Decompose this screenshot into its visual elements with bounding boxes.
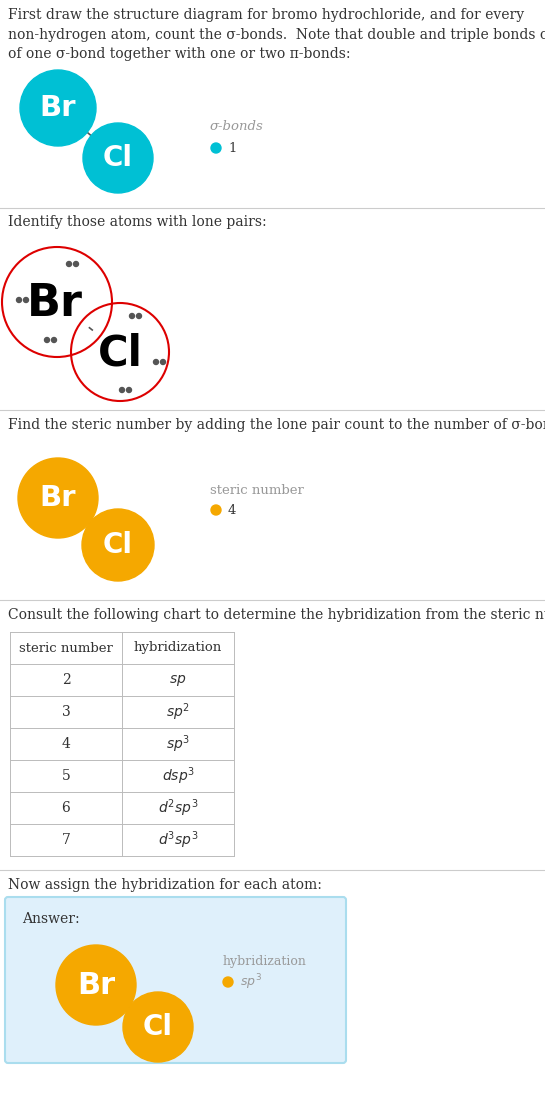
- Circle shape: [45, 337, 50, 343]
- Text: $\it{d}^{2}\it{sp}^{3}$: $\it{d}^{2}\it{sp}^{3}$: [158, 797, 198, 819]
- Text: Br: Br: [40, 94, 76, 122]
- Text: Cl: Cl: [103, 531, 133, 559]
- Circle shape: [83, 123, 153, 193]
- Text: 2: 2: [62, 673, 70, 687]
- Circle shape: [119, 388, 124, 392]
- Circle shape: [123, 992, 193, 1062]
- Circle shape: [16, 298, 21, 303]
- Text: $\it{sp}^{3}$: $\it{sp}^{3}$: [240, 972, 262, 992]
- Circle shape: [82, 509, 154, 581]
- Text: Consult the following chart to determine the hybridization from the steric numbe: Consult the following chart to determine…: [8, 608, 545, 622]
- Text: σ-bonds: σ-bonds: [210, 120, 264, 133]
- Text: 3: 3: [62, 705, 70, 719]
- FancyBboxPatch shape: [5, 897, 346, 1063]
- Text: $\it{dsp}^{3}$: $\it{dsp}^{3}$: [161, 765, 195, 787]
- Text: Br: Br: [27, 282, 83, 325]
- Text: Br: Br: [77, 971, 115, 1000]
- Text: 1: 1: [228, 141, 237, 154]
- Circle shape: [23, 298, 28, 303]
- Text: Cl: Cl: [98, 333, 142, 375]
- Text: hybridization: hybridization: [223, 955, 307, 968]
- Text: 7: 7: [62, 833, 70, 847]
- Circle shape: [18, 458, 98, 538]
- Circle shape: [56, 946, 136, 1025]
- Text: First draw the structure diagram for bromo hydrochloride, and for every
non-hydr: First draw the structure diagram for bro…: [8, 8, 545, 61]
- Text: Cl: Cl: [103, 144, 133, 172]
- Text: $\it{sp}^{3}$: $\it{sp}^{3}$: [166, 733, 190, 755]
- Circle shape: [20, 71, 96, 145]
- Text: Find the steric number by adding the lone pair count to the number of σ-bonds:: Find the steric number by adding the lon…: [8, 418, 545, 432]
- Text: $\it{sp}$: $\it{sp}$: [169, 672, 187, 688]
- Text: $\it{sp}^{2}$: $\it{sp}^{2}$: [166, 701, 190, 723]
- Text: 5: 5: [62, 769, 70, 784]
- Circle shape: [136, 313, 142, 318]
- Text: Br: Br: [40, 484, 76, 512]
- Circle shape: [126, 388, 131, 392]
- Text: Now assign the hybridization for each atom:: Now assign the hybridization for each at…: [8, 878, 322, 892]
- Text: Identify those atoms with lone pairs:: Identify those atoms with lone pairs:: [8, 215, 267, 229]
- Circle shape: [160, 359, 166, 365]
- Circle shape: [74, 261, 78, 267]
- Text: 4: 4: [62, 737, 70, 750]
- Circle shape: [130, 313, 135, 318]
- Text: Answer:: Answer:: [22, 912, 80, 926]
- Circle shape: [211, 505, 221, 515]
- Text: hybridization: hybridization: [134, 641, 222, 655]
- Circle shape: [51, 337, 57, 343]
- Text: 4: 4: [228, 504, 237, 517]
- Text: steric number: steric number: [210, 484, 304, 497]
- Circle shape: [211, 143, 221, 153]
- Circle shape: [223, 977, 233, 987]
- Text: $\it{d}^{3}\it{sp}^{3}$: $\it{d}^{3}\it{sp}^{3}$: [158, 829, 198, 851]
- Text: steric number: steric number: [19, 641, 113, 655]
- Text: 6: 6: [62, 801, 70, 815]
- Circle shape: [154, 359, 159, 365]
- Circle shape: [66, 261, 71, 267]
- Text: Cl: Cl: [143, 1013, 173, 1041]
